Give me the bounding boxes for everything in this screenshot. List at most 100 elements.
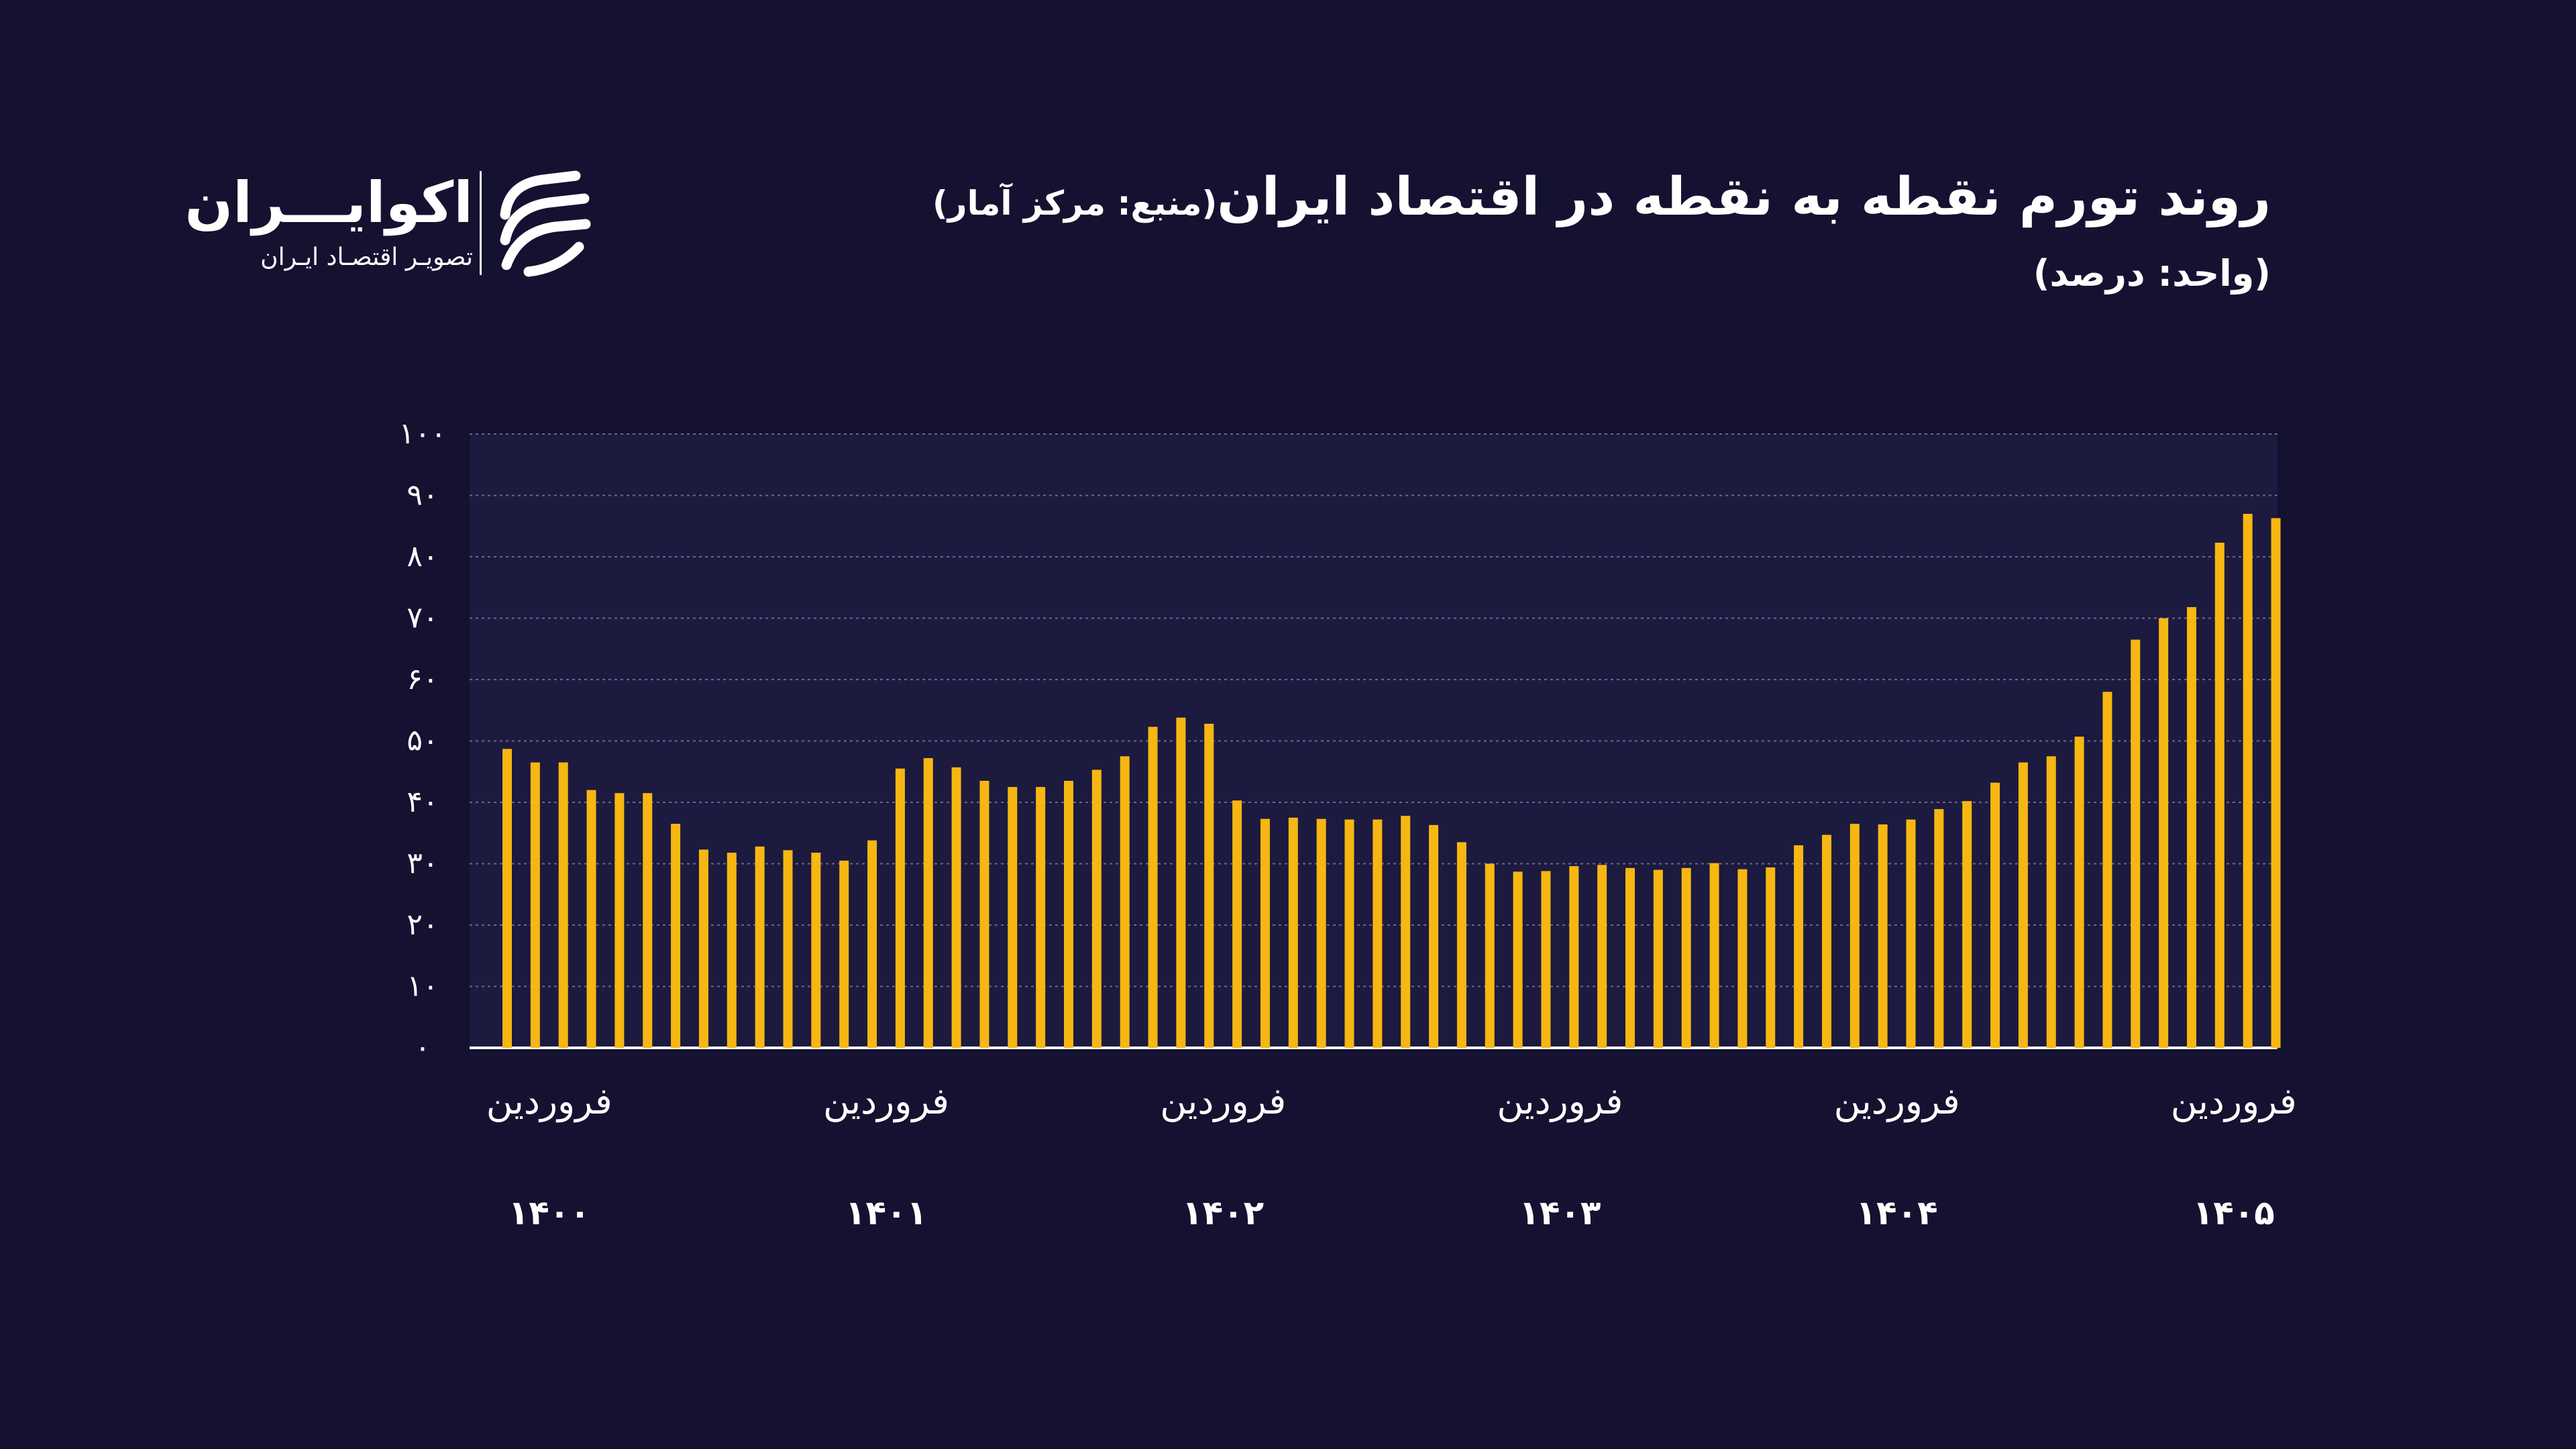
x-tick-month-label: فروردین (823, 1080, 949, 1122)
bar (2159, 618, 2169, 1048)
bar (1625, 867, 1635, 1048)
logo-name: اکوایـــران (184, 170, 473, 235)
bar (1597, 865, 1607, 1048)
bar (1148, 727, 1158, 1048)
y-tick-label: ۶۰ (407, 662, 438, 696)
bar (1288, 817, 1298, 1048)
y-tick-label: ۱۰ (407, 969, 438, 1004)
unit-note: (واحد: درصد) (2033, 252, 2271, 294)
bar (1990, 782, 2000, 1048)
bar (1849, 824, 1860, 1048)
bar (1934, 809, 1944, 1048)
bar (839, 860, 849, 1048)
title-text: روند تورم نقطه به نقطه در اقتصاد ایران (1217, 167, 2271, 227)
bar (2214, 542, 2224, 1048)
bar (1091, 769, 1102, 1048)
bar (586, 790, 596, 1048)
bar (2046, 756, 2056, 1048)
ecoiran-stripes-logo-icon (500, 170, 591, 277)
bar (698, 849, 708, 1048)
bar (2187, 607, 2196, 1048)
bar (1766, 867, 1776, 1048)
bar (1008, 787, 1018, 1048)
x-tick-month-label: فروردین (486, 1080, 612, 1122)
bar (1878, 824, 1888, 1048)
bar (1821, 835, 1831, 1048)
y-tick-label: ۹۰ (407, 478, 438, 513)
bar (895, 768, 905, 1048)
bar (1681, 867, 1691, 1048)
bar (811, 853, 821, 1048)
bar (614, 793, 625, 1048)
bar (1429, 824, 1439, 1048)
bar (1344, 819, 1354, 1048)
bar (1316, 818, 1326, 1048)
bar (502, 749, 512, 1048)
bar (783, 850, 793, 1048)
bar (1401, 816, 1411, 1048)
x-tick-month-label: فروردین (1497, 1080, 1623, 1122)
title-block: روند تورم نقطه به نقطه در اقتصاد ایران(م… (932, 171, 2271, 292)
bar (558, 762, 568, 1048)
bar (1737, 869, 1748, 1048)
bar (1906, 819, 1916, 1048)
y-tick-label: ۳۰ (407, 847, 438, 881)
bar (2018, 762, 2028, 1048)
bar (1794, 845, 1804, 1048)
bar (2131, 639, 2141, 1048)
bar (1232, 800, 1242, 1048)
x-tick-year-label: ۱۴۰۲ (1182, 1193, 1264, 1232)
y-tick-label: ۸۰ (407, 539, 438, 574)
bar (1456, 842, 1466, 1048)
bar (643, 793, 653, 1048)
y-tick-label: ۷۰ (407, 601, 438, 635)
bar (951, 767, 961, 1048)
bar (1709, 863, 1719, 1048)
x-tick-year-label: ۱۴۰۰ (508, 1193, 590, 1232)
bar (1569, 866, 1579, 1048)
bar (1485, 863, 1495, 1048)
x-tick-year-label: ۱۴۰۳ (1519, 1193, 1601, 1232)
y-tick-label: ۲۰ (407, 908, 438, 942)
bar (1541, 871, 1551, 1048)
bar (2102, 692, 2112, 1048)
bar (1260, 818, 1270, 1048)
bar (727, 853, 737, 1048)
bar (2243, 513, 2253, 1048)
bar (2074, 737, 2084, 1048)
bar (1513, 871, 1523, 1048)
bar (923, 758, 933, 1048)
bar (1036, 787, 1046, 1048)
bar (1962, 801, 1972, 1048)
x-tick-month-label: فروردین (1834, 1080, 1960, 1122)
bar (979, 780, 989, 1048)
chart-title: روند تورم نقطه به نقطه در اقتصاد ایران(م… (932, 171, 2271, 223)
bar (671, 824, 681, 1048)
bar (530, 762, 540, 1048)
y-tick-label: ۰ (415, 1030, 431, 1065)
bar (1064, 780, 1073, 1048)
x-tick-year-label: ۱۴۰۴ (1856, 1193, 1938, 1232)
bar (1373, 819, 1383, 1048)
source-note: (منبع: مرکز آمار) (932, 184, 1218, 223)
bar (1120, 756, 1130, 1048)
y-tick-label: ۵۰ (407, 724, 438, 758)
x-tick-year-label: ۱۴۰۱ (845, 1193, 927, 1232)
y-tick-label: ۱۰۰ (399, 417, 447, 451)
logo-tagline: تصویـر اقتصـاد ایـران (260, 244, 473, 271)
logo-text: اکوایـــران تصویـر اقتصـاد ایـران (184, 174, 473, 270)
bar (755, 846, 765, 1048)
y-tick-label: ۴۰ (407, 785, 438, 819)
bar (1176, 717, 1186, 1048)
bar (867, 840, 877, 1048)
x-tick-month-label: فروردین (1160, 1080, 1286, 1122)
x-tick-year-label: ۱۴۰۵ (2193, 1193, 2275, 1232)
x-tick-month-label: فروردین (2171, 1080, 2297, 1122)
bar (2271, 518, 2281, 1048)
logo: اکوایـــران تصویـر اقتصـاد ایـران (184, 168, 594, 282)
bar (1204, 723, 1214, 1048)
bar (1653, 869, 1663, 1048)
logo-divider (480, 171, 482, 275)
